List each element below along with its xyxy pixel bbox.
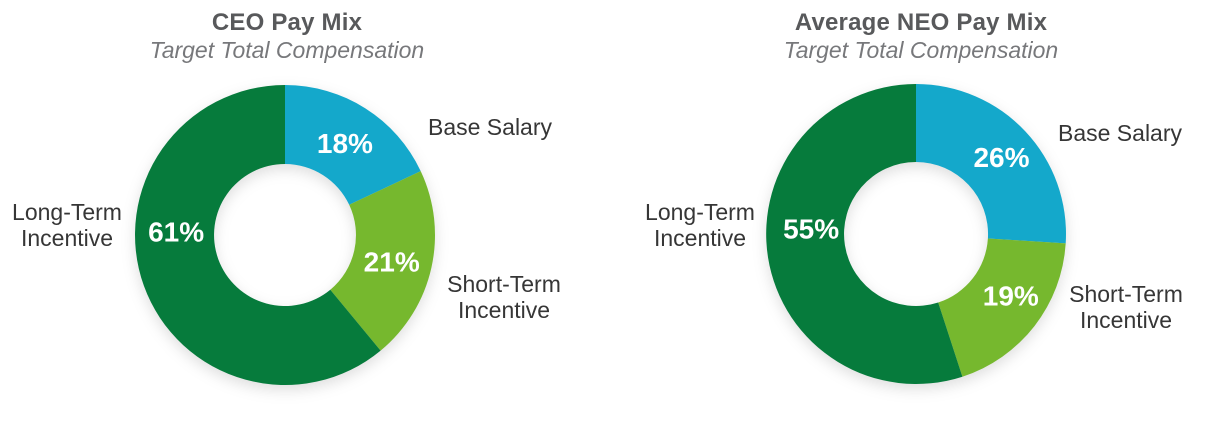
chart-subtitle: Target Total Compensation bbox=[783, 37, 1059, 63]
segment-callout-base-salary: Base Salary bbox=[1058, 120, 1182, 146]
segment-callout-short-term-incentive: Short-Term Incentive bbox=[1069, 281, 1183, 333]
donut-segment-short-term-incentive bbox=[330, 171, 435, 351]
chart-title: Average NEO Pay Mix bbox=[794, 9, 1048, 36]
donut-chart: 26% 19% 55% bbox=[766, 84, 1066, 384]
callout-line: Incentive bbox=[1079, 307, 1173, 333]
donut-segment-base-salary bbox=[285, 85, 421, 205]
callout-line: Incentive bbox=[457, 297, 551, 323]
neo-pay-mix-chart: Average NEO Pay Mix Target Total Compens… bbox=[607, 0, 1214, 424]
segment-value-label: 26% bbox=[973, 142, 1029, 173]
callout-line: Base Salary bbox=[427, 114, 553, 140]
segment-callout-long-term-incentive: Long-Term Incentive bbox=[12, 199, 122, 251]
callout-line: Short-Term bbox=[1069, 281, 1183, 307]
ceo-pay-mix-chart: CEO Pay Mix Target Total Compensation 18… bbox=[12, 9, 561, 385]
segment-value-label: 21% bbox=[364, 247, 420, 278]
segment-value-label: 19% bbox=[983, 281, 1039, 312]
segment-value-label: 61% bbox=[148, 216, 204, 247]
callout-line: Long-Term bbox=[12, 199, 122, 225]
chart-title: CEO Pay Mix bbox=[211, 9, 363, 36]
callout-line: Base Salary bbox=[1057, 120, 1183, 146]
callout-line: Incentive bbox=[20, 225, 114, 251]
callout-line: Short-Term bbox=[447, 271, 561, 297]
segment-callout-base-salary: Base Salary bbox=[428, 114, 552, 140]
donut-chart: 18% 21% 61% bbox=[135, 85, 435, 385]
donut-segment-long-term-incentive bbox=[135, 85, 381, 385]
callout-line: Incentive bbox=[653, 225, 747, 251]
segment-value-label: 55% bbox=[783, 214, 839, 245]
donut-segment-short-term-incentive bbox=[938, 238, 1066, 377]
segment-callout-long-term-incentive: Long-Term Incentive bbox=[645, 199, 755, 251]
segment-callout-short-term-incentive: Short-Term Incentive bbox=[447, 271, 561, 323]
chart-subtitle: Target Total Compensation bbox=[149, 37, 425, 63]
donut-segment-long-term-incentive bbox=[766, 84, 963, 384]
callout-line: Long-Term bbox=[645, 199, 755, 225]
donut-segment-base-salary bbox=[916, 84, 1066, 244]
segment-value-label: 18% bbox=[317, 128, 373, 159]
